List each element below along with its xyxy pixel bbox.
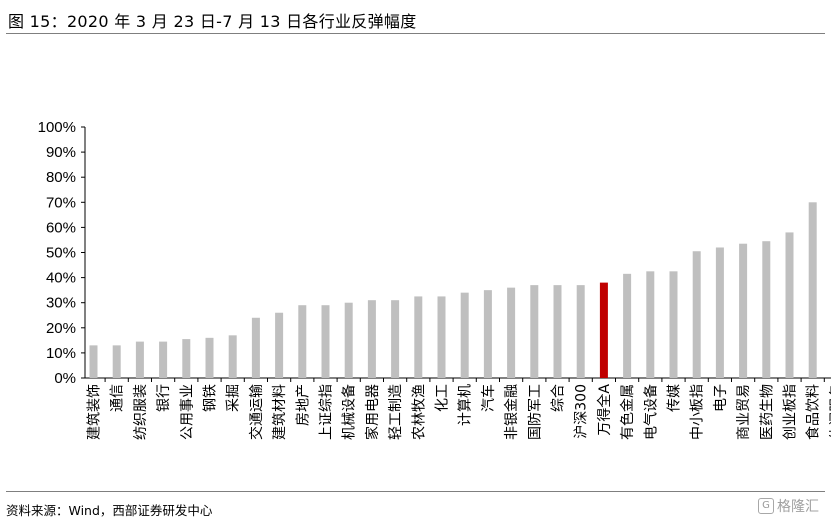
footer-rule bbox=[6, 491, 825, 492]
bar bbox=[298, 305, 307, 378]
x-tick-label: 交通运输 bbox=[248, 384, 265, 440]
y-tick-label: 20% bbox=[46, 320, 76, 337]
watermark-logo-icon: G bbox=[758, 498, 774, 514]
x-tick-label: 食品饮料 bbox=[805, 384, 822, 440]
bar bbox=[623, 273, 632, 378]
y-tick-label: 70% bbox=[46, 194, 76, 211]
bar bbox=[739, 243, 748, 378]
x-tick-label: 休闲服务 bbox=[829, 384, 831, 440]
bar bbox=[599, 282, 608, 378]
y-tick-label: 30% bbox=[46, 295, 76, 312]
bar bbox=[785, 232, 794, 378]
chart-title: 图 15：2020 年 3 月 23 日-7 月 13 日各行业反弹幅度 bbox=[8, 12, 417, 31]
x-tick-label: 机械设备 bbox=[341, 384, 358, 440]
x-tick-label: 上证综指 bbox=[319, 384, 335, 440]
x-tick-label: 商业贸易 bbox=[736, 384, 752, 440]
x-tick-label: 创业板指 bbox=[783, 384, 799, 440]
x-tick-label: 电子 bbox=[713, 384, 729, 412]
x-tick-label: 轻工制造 bbox=[388, 384, 404, 440]
y-tick-label: 0% bbox=[54, 370, 76, 387]
bar bbox=[275, 312, 284, 378]
bar bbox=[205, 337, 214, 378]
bar bbox=[112, 345, 121, 378]
bar bbox=[530, 285, 539, 378]
bar bbox=[391, 300, 400, 378]
bar bbox=[762, 241, 771, 378]
bar bbox=[89, 345, 98, 378]
bar bbox=[669, 271, 678, 378]
bar bbox=[159, 341, 168, 378]
watermark-text: 格隆汇 bbox=[777, 499, 819, 515]
watermark: G 格隆汇 bbox=[758, 496, 819, 516]
x-tick-label: 中小板指 bbox=[690, 384, 706, 440]
bar bbox=[460, 292, 469, 378]
x-tick-label: 钢铁 bbox=[203, 384, 219, 412]
bar bbox=[182, 339, 191, 378]
bar bbox=[507, 287, 516, 378]
x-tick-label: 汽车 bbox=[480, 384, 497, 412]
bar bbox=[808, 202, 817, 378]
x-tick-label: 计算机 bbox=[458, 384, 474, 426]
bar bbox=[646, 271, 655, 378]
x-tick-label: 建筑装饰 bbox=[87, 384, 103, 440]
x-tick-label: 化工 bbox=[435, 384, 451, 412]
x-tick-label: 医药生物 bbox=[759, 384, 775, 440]
x-tick-label: 房地产 bbox=[295, 384, 311, 426]
x-tick-label: 纺织服装 bbox=[133, 384, 149, 440]
title-bar: 图 15：2020 年 3 月 23 日-7 月 13 日各行业反弹幅度 bbox=[6, 4, 825, 34]
source-note: 资料来源：Wind，西部证券研发中心 bbox=[6, 503, 213, 518]
x-tick-label: 建筑材料 bbox=[272, 384, 288, 440]
x-tick-label: 农林牧渔 bbox=[411, 384, 427, 440]
bar bbox=[135, 341, 144, 378]
x-tick-label: 综合 bbox=[551, 384, 567, 412]
x-tick-label: 国防军工 bbox=[527, 384, 543, 440]
y-tick-label: 50% bbox=[46, 245, 76, 262]
y-axis: 0% 10% 20% 30% 40% 50% 60% 70% 80% 90% 100% bbox=[38, 119, 831, 387]
bar bbox=[553, 285, 562, 378]
x-tick-label: 电气设备 bbox=[642, 384, 659, 440]
x-tick-label: 沪深300 bbox=[574, 384, 590, 439]
x-tick-label: 传媒 bbox=[667, 384, 683, 412]
bar bbox=[437, 296, 446, 378]
bar bbox=[692, 251, 701, 378]
x-tick-label: 家用电器 bbox=[364, 384, 381, 440]
y-tick-label: 80% bbox=[46, 169, 76, 186]
bar bbox=[367, 300, 376, 378]
y-tick-label: 10% bbox=[46, 345, 76, 362]
x-tick-label: 万得全A bbox=[596, 384, 613, 436]
y-tick-label: 100% bbox=[38, 119, 76, 136]
bar bbox=[715, 247, 724, 378]
x-tick-label: 有色金属 bbox=[619, 384, 636, 440]
y-tick-label: 60% bbox=[46, 219, 76, 236]
x-tick-label: 采掘 bbox=[226, 384, 242, 412]
bar bbox=[483, 290, 492, 378]
bar bbox=[251, 317, 260, 378]
bar bbox=[576, 285, 585, 378]
bar bbox=[414, 296, 423, 378]
bar bbox=[228, 335, 237, 378]
x-tick-label: 通信 bbox=[110, 384, 126, 412]
y-tick-label: 90% bbox=[46, 144, 76, 161]
x-tick-label: 公用事业 bbox=[179, 384, 195, 440]
x-tick-label: 非银金融 bbox=[504, 384, 520, 440]
bars-group bbox=[89, 202, 817, 378]
bar bbox=[321, 305, 330, 378]
bar bbox=[344, 302, 353, 378]
x-axis-labels: 建筑装饰 通信 纺织服装 银行 公用事业 钢铁 采掘 交通运输 建筑材料 房地产 上证综指 机械设备家… bbox=[87, 378, 831, 440]
x-tick-label: 银行 bbox=[156, 384, 172, 412]
y-tick-label: 40% bbox=[46, 270, 76, 287]
